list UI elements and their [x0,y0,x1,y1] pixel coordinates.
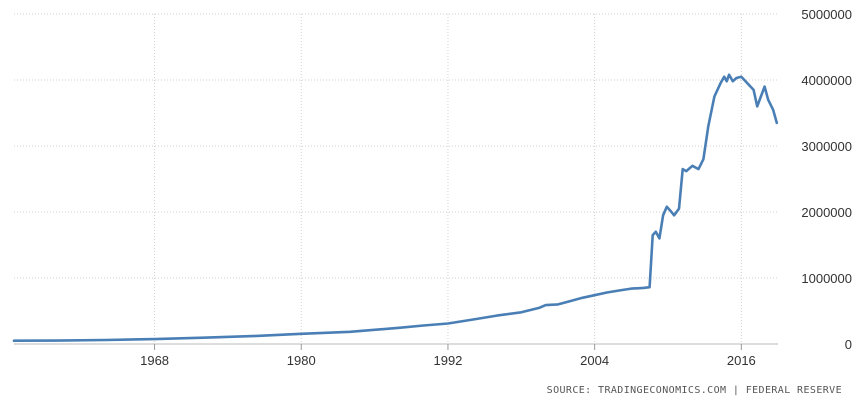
y-tick-label: 1000000 [801,271,852,286]
x-tick-label: 2016 [727,353,756,368]
x-tick-label: 1992 [433,353,462,368]
x-axis-ticks: 1968 1980 1992 2004 2016 [140,344,756,368]
series-line [12,73,779,342]
y-tick-label: 2000000 [801,205,852,220]
x-tick-label: 2004 [580,353,609,368]
y-tick-label: 0 [845,337,852,352]
y-tick-label: 5000000 [801,7,852,22]
source-note: SOURCE: TRADINGECONOMICS.COM | FEDERAL R… [546,385,842,396]
x-tick-label: 1980 [287,353,316,368]
grid-lines [14,13,778,344]
x-tick-label: 1968 [140,353,169,368]
y-tick-label: 3000000 [801,139,852,154]
y-tick-label: 4000000 [801,73,852,88]
y-axis-ticks: 0 1000000 2000000 3000000 4000000 5000000 [801,7,852,352]
